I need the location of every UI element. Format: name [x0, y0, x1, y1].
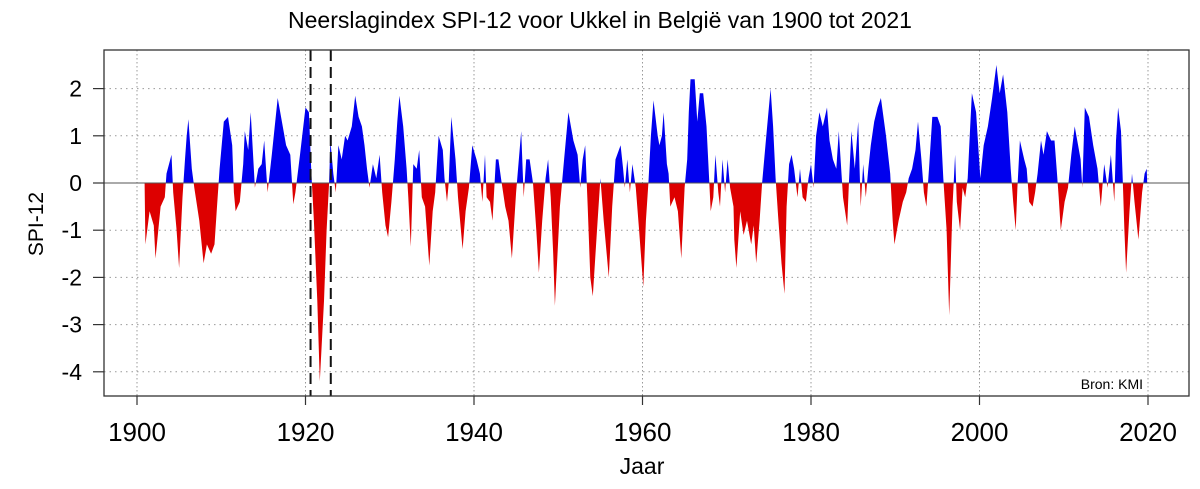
y-tick-label: 0	[69, 170, 82, 196]
x-tick-label: 2020	[1119, 417, 1177, 447]
y-tick-label: -3	[62, 312, 82, 338]
y-axis: 2 1 0 -1 -2 -3 -4	[62, 76, 104, 385]
x-tick-label: 1940	[445, 417, 503, 447]
chart-title: Neerslagindex SPI-12 voor Ukkel in Belgi…	[288, 7, 912, 33]
x-tick-label: 1960	[614, 417, 672, 447]
y-axis-label: SPI-12	[25, 192, 48, 256]
y-tick-label: -1	[62, 217, 82, 243]
grid-lines	[104, 50, 1189, 396]
x-tick-label: 1900	[108, 417, 166, 447]
source-note: Bron: KMI	[1081, 376, 1143, 392]
plot-frame	[103, 49, 1190, 397]
x-tick-label: 2000	[951, 417, 1009, 447]
y-tick-label: 2	[69, 76, 82, 102]
y-tick-label: -2	[62, 264, 82, 290]
x-tick-label: 1920	[277, 417, 335, 447]
x-axis: 1900 1920 1940 1960 1980 2000 2020	[108, 396, 1177, 447]
y-tick-label: -4	[62, 359, 83, 385]
positive-area	[144, 65, 1148, 183]
x-tick-label: 1980	[782, 417, 840, 447]
y-tick-label: 1	[69, 123, 82, 149]
marker-lines	[309, 50, 332, 396]
x-axis-label: Jaar	[620, 453, 665, 479]
